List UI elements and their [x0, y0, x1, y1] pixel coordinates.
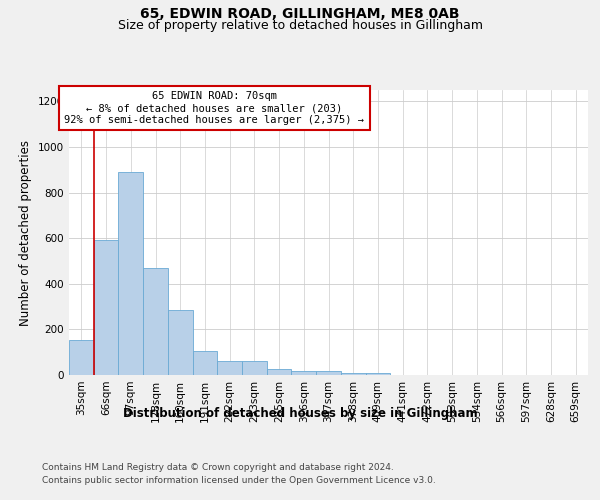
Bar [267, 369, 292, 375]
Text: Contains public sector information licensed under the Open Government Licence v3: Contains public sector information licen… [42, 476, 436, 485]
Bar [217, 360, 242, 375]
Text: 65 EDWIN ROAD: 70sqm
← 8% of detached houses are smaller (203)
92% of semi-detac: 65 EDWIN ROAD: 70sqm ← 8% of detached ho… [64, 92, 364, 124]
Bar [365, 372, 390, 375]
Text: Size of property relative to detached houses in Gillingham: Size of property relative to detached ho… [118, 19, 482, 32]
Bar [316, 371, 341, 375]
Bar [193, 351, 217, 375]
Bar [341, 372, 365, 375]
Bar [94, 240, 118, 375]
Bar [242, 360, 267, 375]
Y-axis label: Number of detached properties: Number of detached properties [19, 140, 32, 326]
Bar [118, 172, 143, 375]
Text: Contains HM Land Registry data © Crown copyright and database right 2024.: Contains HM Land Registry data © Crown c… [42, 462, 394, 471]
Bar [292, 371, 316, 375]
Bar [69, 340, 94, 375]
Text: 65, EDWIN ROAD, GILLINGHAM, ME8 0AB: 65, EDWIN ROAD, GILLINGHAM, ME8 0AB [140, 8, 460, 22]
Bar [168, 310, 193, 375]
Text: Distribution of detached houses by size in Gillingham: Distribution of detached houses by size … [122, 408, 478, 420]
Bar [143, 268, 168, 375]
